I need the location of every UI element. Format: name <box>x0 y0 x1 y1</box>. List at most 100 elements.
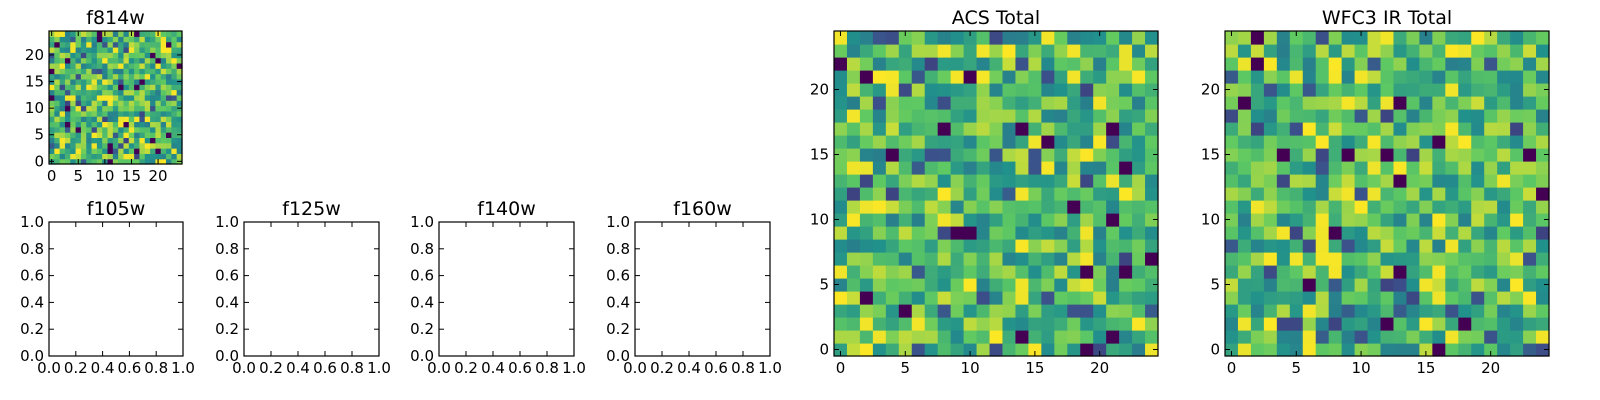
heatmap-cell <box>976 278 991 292</box>
heatmap-cell <box>1315 317 1330 331</box>
heatmap-cell <box>1393 109 1408 123</box>
heatmap-cell <box>160 121 167 128</box>
heatmap-cell <box>75 132 82 138</box>
heatmap-cell <box>1015 148 1029 162</box>
heatmap-cell <box>171 142 178 149</box>
heatmap-cell <box>102 41 109 48</box>
heatmap-cell <box>1263 213 1278 227</box>
heatmap-cell <box>859 317 874 331</box>
heatmap-cell <box>176 57 183 64</box>
heatmap-cell <box>1015 343 1029 357</box>
heatmap-cell <box>1380 83 1395 97</box>
heatmap-cell <box>1080 200 1094 214</box>
heatmap-cell <box>1106 213 1120 227</box>
x-tick-label: 0.4 <box>677 359 701 377</box>
heatmap-cell <box>54 142 61 149</box>
heatmap-cell <box>1536 83 1550 97</box>
heatmap-cell <box>123 100 130 107</box>
heatmap-cell <box>937 213 952 227</box>
x-tick-label: 0.4 <box>286 359 310 377</box>
heatmap-cell <box>64 132 71 138</box>
heatmap-cell <box>1054 239 1068 253</box>
heatmap-cell <box>1145 135 1159 149</box>
heatmap-cell <box>1458 44 1472 58</box>
heatmap-cell <box>859 200 874 214</box>
heatmap-cell <box>1536 252 1550 266</box>
heatmap-cell <box>1315 31 1330 45</box>
heatmap-cell <box>80 31 87 37</box>
heatmap-cell <box>911 343 926 357</box>
heatmap-cell <box>1393 239 1408 253</box>
heatmap-cell <box>834 330 848 344</box>
heatmap-cell <box>989 135 1004 149</box>
heatmap-cell <box>102 137 109 144</box>
heatmap-cell <box>166 121 172 128</box>
heatmap-cell <box>118 62 125 69</box>
heatmap-cell <box>924 109 939 123</box>
heatmap-cell <box>102 73 109 80</box>
heatmap-cell <box>963 109 978 123</box>
heatmap-cell <box>54 137 61 144</box>
heatmap-cell <box>1041 291 1055 305</box>
heatmap-cell <box>102 148 109 154</box>
heatmap-cell <box>1263 304 1278 318</box>
heatmap-cell <box>107 46 114 53</box>
heatmap-cell <box>1445 252 1459 266</box>
heatmap-cell <box>160 46 167 53</box>
heatmap-cell <box>859 343 874 357</box>
heatmap-cell <box>1015 330 1029 344</box>
heatmap-cell <box>1432 70 1446 84</box>
heatmap-cell <box>1367 200 1382 214</box>
heatmap-cell <box>160 41 167 48</box>
heatmap-cell <box>924 187 939 201</box>
heatmap-cell <box>1028 148 1042 162</box>
heatmap-cell <box>64 110 71 117</box>
heatmap-cell <box>150 73 156 80</box>
heatmap-cell <box>1484 343 1498 357</box>
heatmap-cell <box>96 121 103 128</box>
heatmap-cell <box>1093 135 1107 149</box>
heatmap-cell <box>139 84 146 91</box>
heatmap-cell <box>1484 226 1498 240</box>
heatmap-cell <box>80 78 87 85</box>
heatmap-cell <box>1289 200 1304 214</box>
heatmap-cell <box>1093 31 1107 45</box>
heatmap-cell <box>872 161 887 175</box>
heatmap-cell <box>1237 57 1252 71</box>
heatmap-cell <box>107 105 114 112</box>
heatmap-cell <box>1354 83 1369 97</box>
heatmap-cell <box>54 73 61 80</box>
heatmap-cell <box>1028 31 1042 45</box>
heatmap-cell <box>144 36 151 43</box>
heatmap-cell <box>1276 135 1291 149</box>
heatmap-cell <box>128 132 135 138</box>
heatmap-cell <box>139 126 146 133</box>
y-tick-label: 0.4 <box>410 293 434 311</box>
heatmap-cell <box>1015 317 1029 331</box>
heatmap-cell <box>86 57 93 64</box>
heatmap-cell <box>102 121 109 128</box>
heatmap-cell <box>1328 135 1343 149</box>
heatmap-cell <box>166 68 172 75</box>
x-tick-label: 1.0 <box>367 359 391 377</box>
heatmap-cell <box>911 31 926 45</box>
heatmap-cell <box>1289 83 1304 97</box>
heatmap-cell <box>1419 304 1433 318</box>
heatmap-cell <box>1106 109 1120 123</box>
heatmap-cell <box>144 137 151 144</box>
heatmap-cell <box>128 46 135 53</box>
heatmap-cell <box>1471 96 1485 110</box>
heatmap-cell <box>1497 135 1511 149</box>
heatmap-cell <box>54 94 61 101</box>
heatmap-cell <box>1523 330 1537 344</box>
heatmap-cell <box>1067 135 1081 149</box>
heatmap-cell <box>1080 148 1094 162</box>
heatmap-cell <box>1367 122 1382 136</box>
heatmap-cell <box>924 96 939 110</box>
heatmap-cell <box>989 239 1004 253</box>
heatmap-cell <box>112 89 119 96</box>
heatmap-cell <box>1419 330 1433 344</box>
heatmap-cell <box>102 89 109 96</box>
heatmap-cell <box>885 31 900 45</box>
heatmap-cell <box>1510 135 1524 149</box>
